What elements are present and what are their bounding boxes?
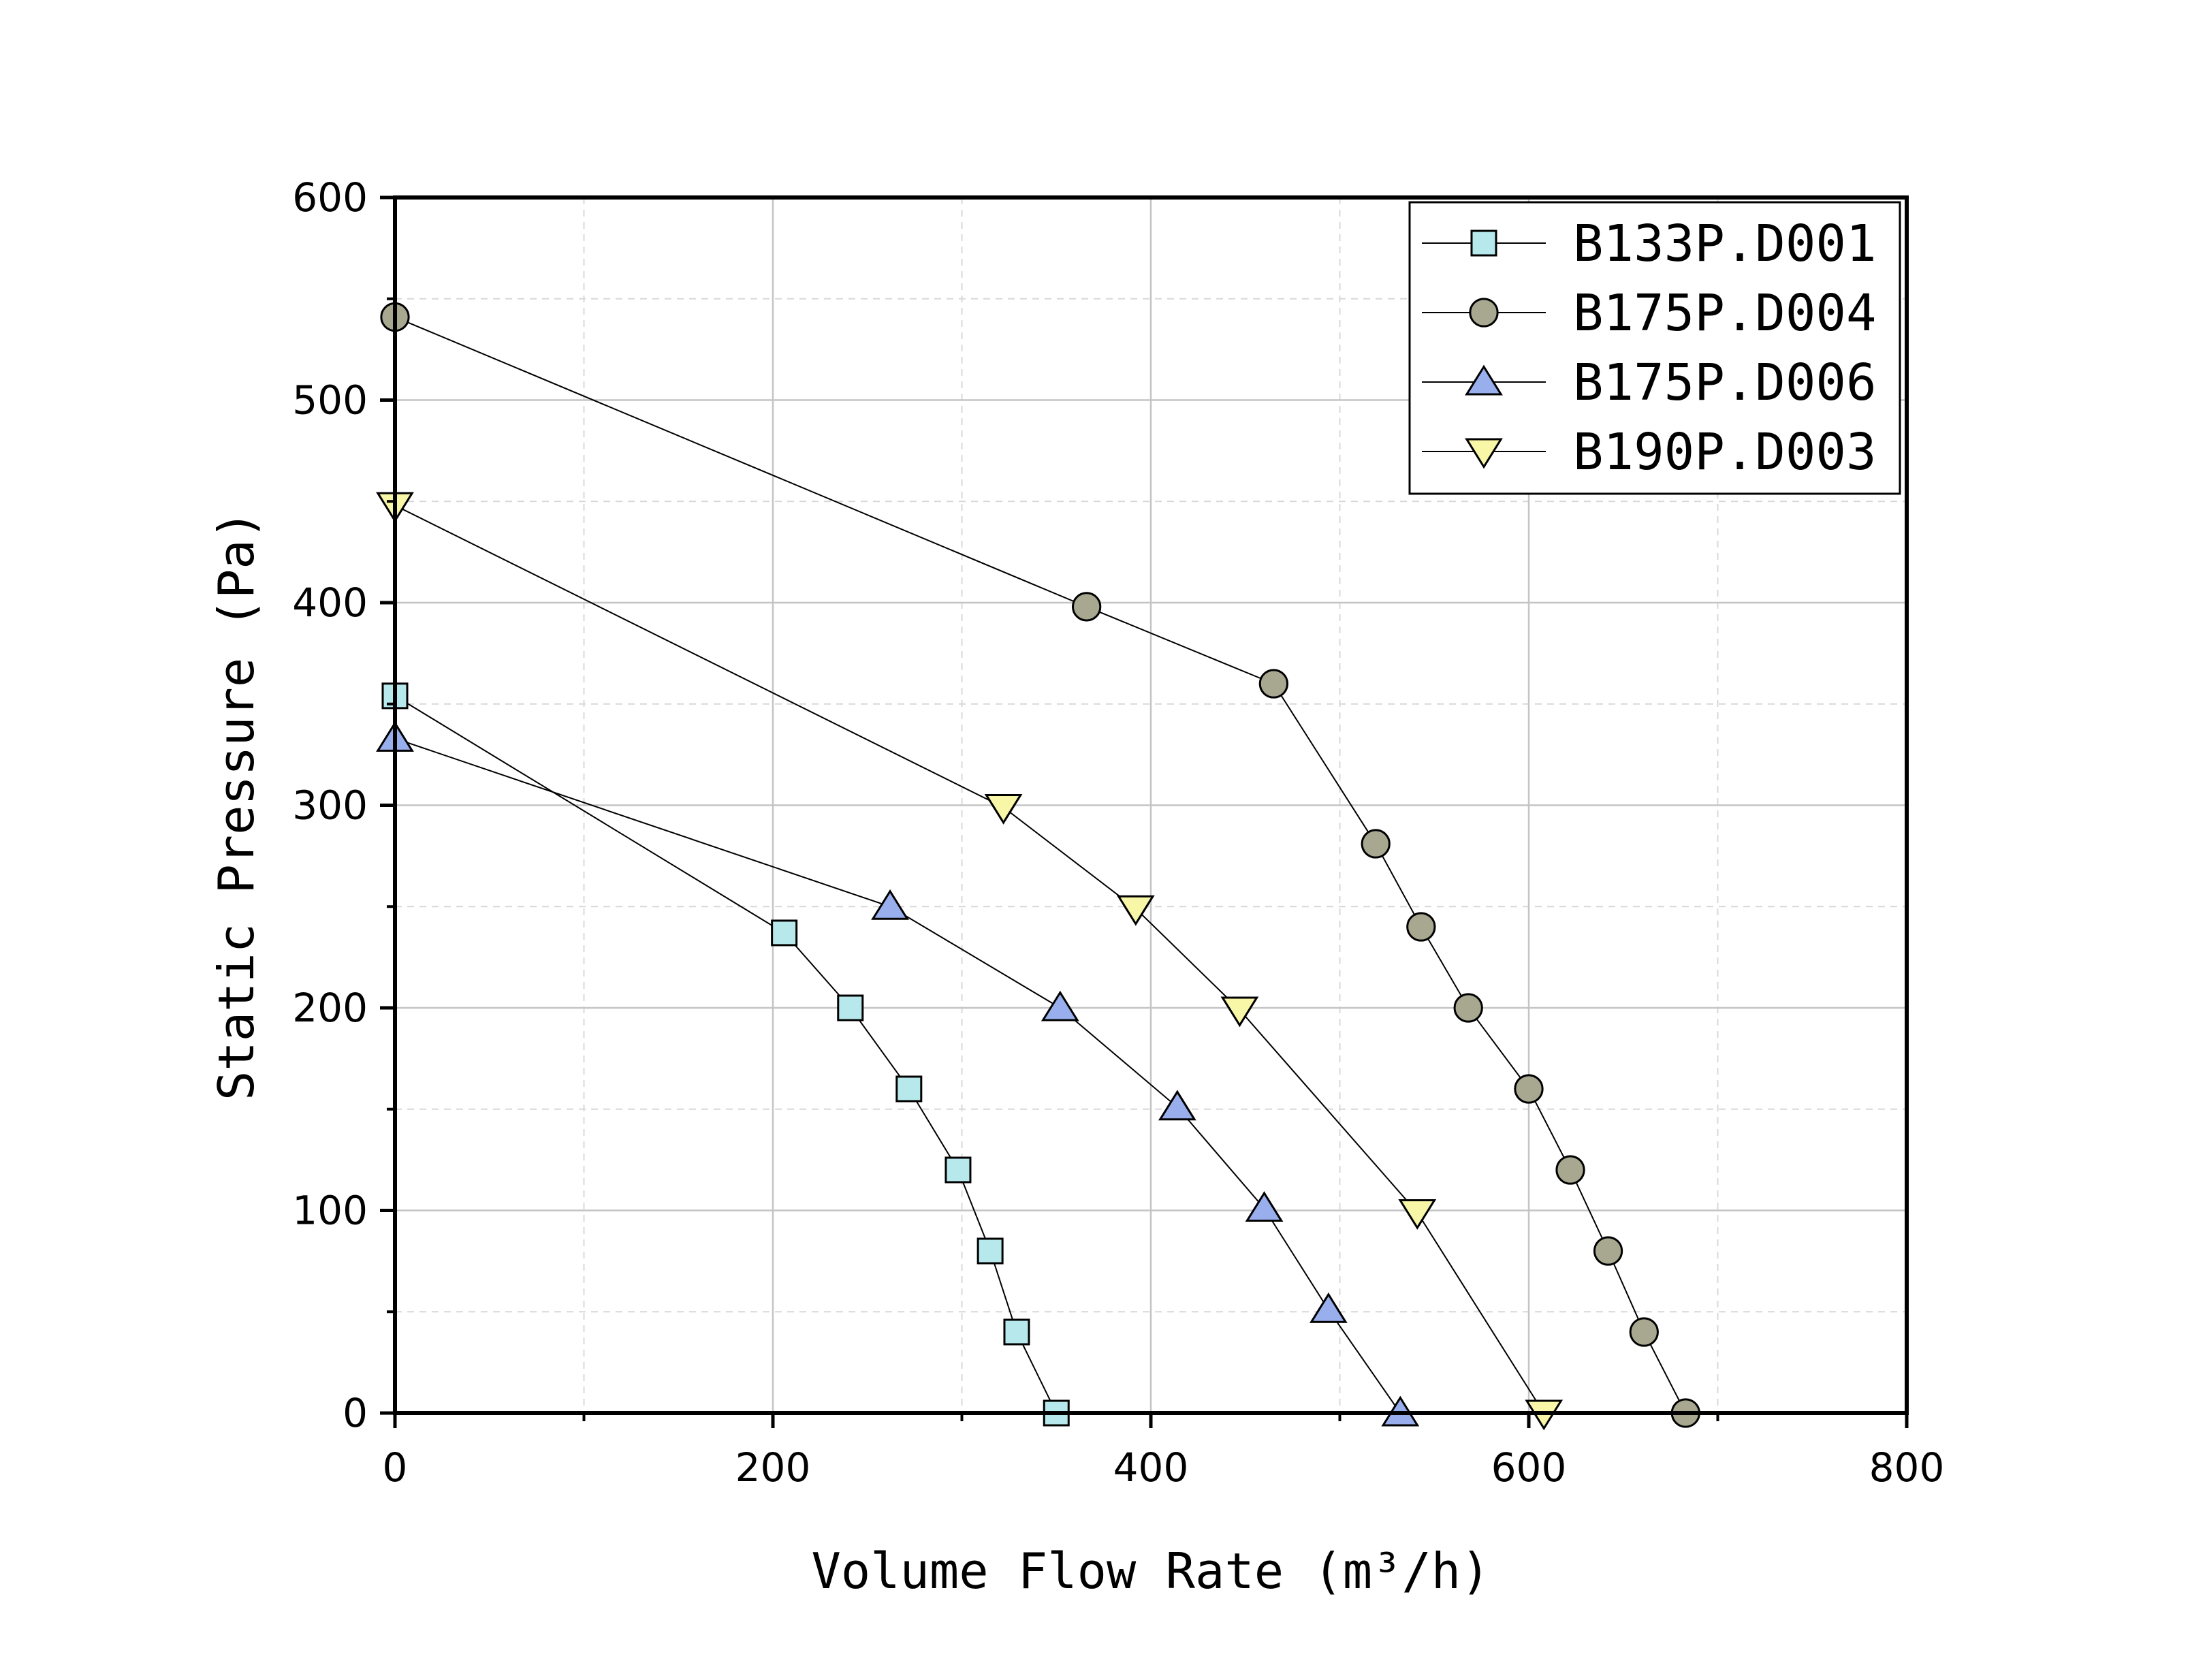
legend-item-1: B175P.D004 [1422, 284, 1877, 343]
x-axis-title: Volume Flow Rate (m³/h) [812, 1542, 1491, 1600]
series-1 [380, 302, 1700, 1428]
y-tick-label: 300 [292, 782, 368, 829]
data-point [1071, 592, 1102, 622]
data-point [1629, 1317, 1659, 1347]
data-point [1158, 1090, 1196, 1121]
legend-marker [1470, 229, 1497, 257]
y-tick-label: 200 [292, 985, 368, 1031]
data-point [1245, 1191, 1284, 1222]
y-tick-label: 600 [292, 174, 368, 221]
x-tick-label: 200 [735, 1444, 811, 1491]
x-tick-label: 400 [1113, 1444, 1189, 1491]
data-point [1593, 1236, 1623, 1266]
legend-marker [1465, 438, 1503, 469]
data-point [871, 889, 909, 920]
x-tick-label: 800 [1869, 1444, 1945, 1491]
legend-label: B175P.D004 [1573, 284, 1877, 343]
legend-label: B175P.D006 [1573, 353, 1877, 412]
y-tick-label: 500 [292, 377, 368, 424]
legend-label: B190P.D003 [1573, 423, 1877, 481]
data-point [837, 994, 864, 1021]
y-axis-title: Static Pressure (Pa) [208, 510, 265, 1100]
data-point [1398, 1199, 1437, 1230]
legend-marker [1469, 298, 1499, 328]
series-line [394, 695, 1058, 1414]
y-tick-label: 400 [292, 580, 368, 626]
legend-label: B133P.D001 [1573, 215, 1877, 273]
data-point [1309, 1292, 1348, 1323]
legend-marker [1465, 364, 1503, 396]
data-point [1041, 990, 1079, 1021]
y-tick-label: 100 [292, 1188, 368, 1234]
legend-item-0: B133P.D001 [1422, 215, 1877, 273]
axes: 0 200 400 600 800 0 100 200 300 400 500 600 Volume F… [208, 174, 1944, 1600]
series-3 [376, 492, 1564, 1431]
series-group [376, 302, 1700, 1431]
legend: B133P.D001 B175P.D004 B175P.D006 B190P.D003 [1408, 201, 1901, 495]
data-point [771, 919, 798, 947]
x-tick-label: 0 [383, 1444, 408, 1491]
data-point [1361, 829, 1391, 859]
data-point [977, 1237, 1004, 1265]
data-point [1003, 1318, 1030, 1346]
data-point [1406, 912, 1436, 942]
data-point [1555, 1155, 1585, 1185]
series-line [394, 505, 1545, 1414]
legend-item-2: B175P.D006 [1422, 353, 1877, 412]
data-point [1116, 895, 1155, 926]
data-point [984, 793, 1023, 825]
legend-item-3: B190P.D003 [1422, 423, 1877, 481]
data-point [1514, 1074, 1544, 1104]
series-0 [381, 682, 1070, 1427]
data-point [945, 1156, 972, 1184]
data-point [895, 1075, 923, 1103]
data-point [1453, 993, 1483, 1023]
x-tick-label: 600 [1491, 1444, 1567, 1491]
data-point [1258, 669, 1289, 699]
data-point [1220, 996, 1259, 1028]
y-tick-label: 0 [343, 1390, 368, 1436]
